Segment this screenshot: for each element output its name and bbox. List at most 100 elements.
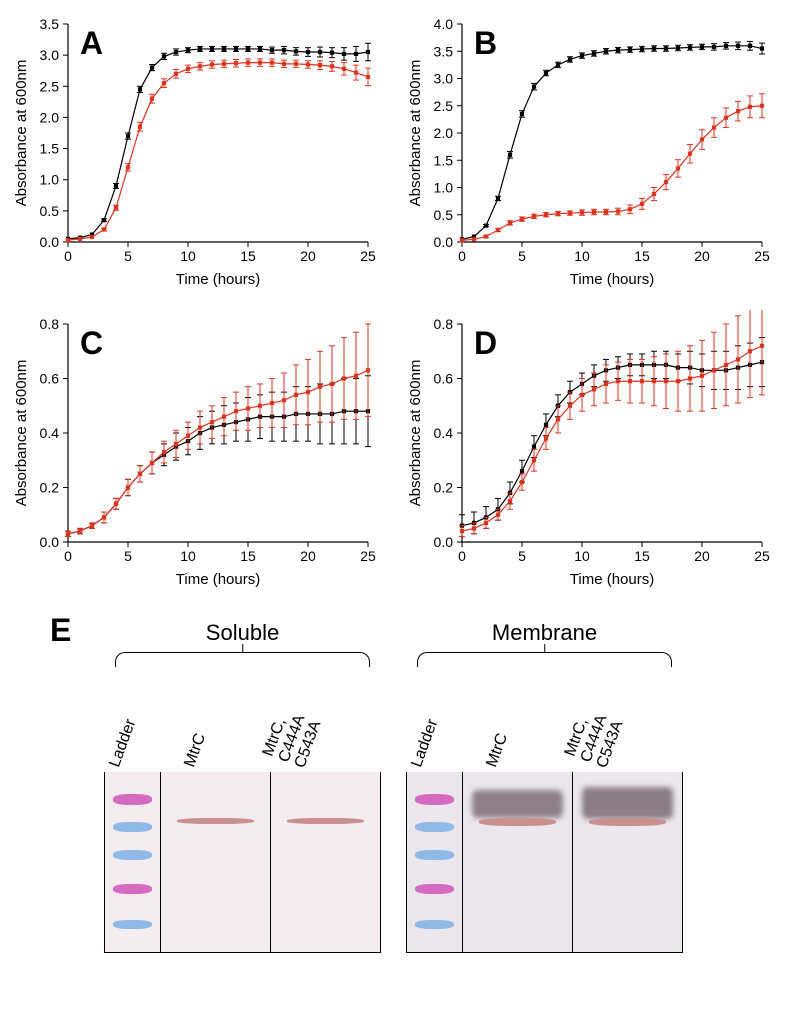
western-blot-panel: E SolubleLadderMtrCMtrC, C444A C543AMemb…: [30, 620, 757, 953]
panel-letter-e: E: [50, 612, 71, 649]
chart-panel-b: 05101520250.00.51.01.52.02.53.03.54.0Tim…: [404, 10, 778, 300]
chart-grid: 05101520250.00.51.01.52.02.53.03.5Time (…: [10, 10, 777, 600]
svg-text:10: 10: [180, 248, 196, 264]
svg-text:20: 20: [300, 548, 316, 564]
svg-text:15: 15: [240, 548, 256, 564]
chart-panel-d: 05101520250.00.20.40.60.8Time (hours)Abs…: [404, 310, 778, 600]
blot-lane: [105, 772, 160, 952]
blot-band: [472, 790, 564, 818]
svg-text:Time (hours): Time (hours): [569, 571, 653, 588]
svg-text:25: 25: [754, 548, 770, 564]
svg-text:5: 5: [518, 248, 526, 264]
blot-lane: [572, 772, 682, 952]
svg-text:5: 5: [518, 548, 526, 564]
svg-text:2.5: 2.5: [40, 78, 60, 94]
svg-text:Time (hours): Time (hours): [176, 571, 260, 588]
svg-text:20: 20: [694, 248, 710, 264]
lane-label: MtrC: [484, 764, 500, 770]
blot-lane: [270, 772, 380, 952]
svg-text:Absorbance at 600nm: Absorbance at 600nm: [407, 360, 424, 507]
svg-text:Time (hours): Time (hours): [176, 271, 260, 288]
svg-text:Absorbance at 600nm: Absorbance at 600nm: [13, 360, 30, 507]
svg-text:5: 5: [124, 248, 132, 264]
svg-text:0.5: 0.5: [40, 203, 60, 219]
svg-text:0.4: 0.4: [40, 425, 60, 441]
svg-text:25: 25: [360, 548, 376, 564]
blot-band: [479, 818, 555, 826]
lane-label: MtrC: [182, 764, 198, 770]
svg-text:0: 0: [64, 548, 72, 564]
svg-text:3.5: 3.5: [433, 43, 453, 59]
svg-text:2.5: 2.5: [433, 98, 453, 114]
bracket: [406, 652, 683, 678]
svg-text:0.8: 0.8: [40, 316, 60, 332]
svg-text:1.5: 1.5: [40, 141, 60, 157]
blot-band: [113, 794, 152, 805]
svg-text:0.0: 0.0: [40, 234, 60, 250]
svg-text:C: C: [80, 325, 103, 361]
svg-text:3.5: 3.5: [40, 16, 60, 32]
svg-text:20: 20: [694, 548, 710, 564]
blot-band: [415, 920, 454, 929]
svg-text:Time (hours): Time (hours): [569, 271, 653, 288]
blot-band: [589, 818, 665, 826]
blot-lanes: [406, 772, 683, 953]
svg-text:D: D: [474, 325, 497, 361]
lane-label: Ladder: [107, 764, 123, 770]
blot-lanes: [104, 772, 381, 953]
blot-lane: [160, 772, 270, 952]
blot-groups: SolubleLadderMtrCMtrC, C444A C543AMembra…: [30, 620, 757, 953]
bracket: [104, 652, 381, 678]
svg-text:0: 0: [458, 248, 466, 264]
chart-panel-a: 05101520250.00.51.01.52.02.53.03.5Time (…: [10, 10, 384, 300]
svg-text:10: 10: [574, 248, 590, 264]
blot-band: [582, 787, 674, 819]
svg-text:1.0: 1.0: [433, 180, 453, 196]
svg-text:0.6: 0.6: [40, 371, 60, 387]
svg-text:5: 5: [124, 548, 132, 564]
svg-text:Absorbance at 600nm: Absorbance at 600nm: [407, 60, 424, 207]
blot-lane: [462, 772, 572, 952]
blot-group: MembraneLadderMtrCMtrC, C444A C543A: [406, 620, 683, 953]
blot-band: [415, 884, 454, 894]
svg-text:10: 10: [574, 548, 590, 564]
figure-container: 05101520250.00.51.01.52.02.53.03.5Time (…: [0, 0, 787, 1026]
svg-text:0.0: 0.0: [433, 534, 453, 550]
svg-text:25: 25: [754, 248, 770, 264]
svg-text:0: 0: [458, 548, 466, 564]
svg-text:15: 15: [634, 248, 650, 264]
svg-text:0.8: 0.8: [433, 316, 453, 332]
svg-text:0.2: 0.2: [433, 480, 453, 496]
svg-text:Absorbance at 600nm: Absorbance at 600nm: [13, 60, 30, 207]
svg-text:0.6: 0.6: [433, 371, 453, 387]
svg-text:A: A: [80, 25, 103, 61]
svg-text:2.0: 2.0: [40, 109, 60, 125]
svg-text:15: 15: [240, 248, 256, 264]
svg-text:0.5: 0.5: [433, 207, 453, 223]
svg-text:0.2: 0.2: [40, 480, 60, 496]
svg-text:0: 0: [64, 248, 72, 264]
blot-group: SolubleLadderMtrCMtrC, C444A C543A: [104, 620, 381, 953]
svg-text:1.5: 1.5: [433, 152, 453, 168]
chart-panel-c: 0 5 10 15 20 25 0.0 0.2 0.4 0.6 0.8 Time (hours) Abs…: [10, 310, 384, 600]
svg-text:0.0: 0.0: [40, 534, 60, 550]
lane-labels: LadderMtrCMtrC, C444A C543A: [406, 682, 683, 772]
blot-group-title: Membrane: [406, 620, 683, 646]
svg-text:10: 10: [180, 548, 196, 564]
blot-band: [415, 822, 454, 832]
blot-band: [113, 884, 152, 894]
svg-text:B: B: [474, 25, 497, 61]
blot-band: [415, 850, 454, 860]
blot-band: [113, 822, 152, 832]
lane-labels: LadderMtrCMtrC, C444A C543A: [104, 682, 381, 772]
svg-text:20: 20: [300, 248, 316, 264]
blot-band: [287, 818, 363, 824]
blot-lane: [407, 772, 462, 952]
blot-band: [415, 794, 454, 805]
blot-band: [177, 818, 253, 824]
blot-band: [113, 850, 152, 860]
lane-label: Ladder: [409, 764, 425, 770]
svg-text:0.4: 0.4: [433, 425, 453, 441]
svg-text:25: 25: [360, 248, 376, 264]
svg-text:4.0: 4.0: [433, 16, 453, 32]
